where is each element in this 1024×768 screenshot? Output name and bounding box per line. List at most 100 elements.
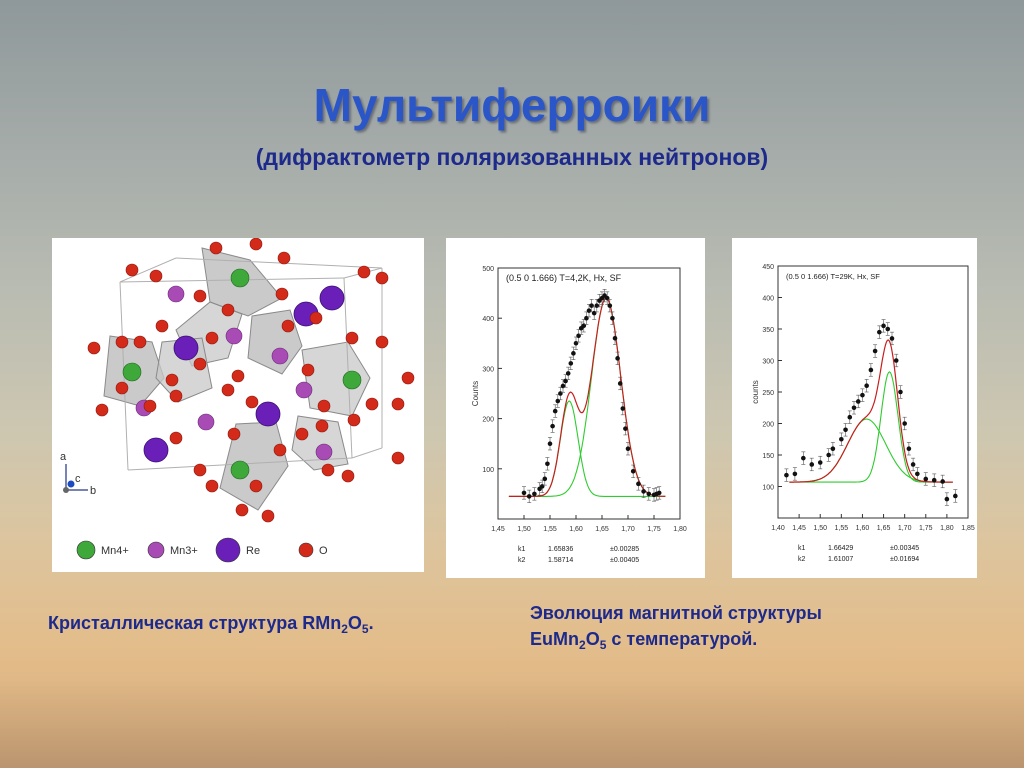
data-marker: [910, 462, 916, 467]
polyhedron: [155, 337, 213, 403]
axis-c-label: c: [75, 473, 81, 485]
data-marker: [809, 462, 815, 467]
y-tick-label: 450: [762, 264, 774, 271]
data-point: [881, 319, 886, 333]
data-marker: [817, 460, 823, 465]
data-point: [571, 346, 576, 360]
o-atom: [235, 503, 249, 517]
axis-a-label: a: [60, 451, 67, 463]
y-tick-label: 100: [762, 485, 774, 492]
data-point: [923, 472, 929, 486]
data-marker: [545, 461, 550, 467]
o-atom: [375, 335, 389, 349]
mn3-atom: [315, 443, 333, 461]
data-marker: [552, 408, 558, 414]
o-atom: [169, 431, 183, 445]
x-tick-label: 1,80: [940, 525, 954, 532]
data-marker: [868, 367, 874, 373]
data-point: [877, 325, 882, 339]
o-atom: [209, 241, 223, 255]
data-point: [931, 473, 937, 487]
o-atom: [231, 369, 245, 383]
data-point: [902, 416, 907, 431]
x-tick-label: 1,45: [491, 526, 505, 533]
data-marker: [521, 490, 527, 496]
diffraction-chart-4k: 1,45 1,50 1,55 1,60 1,65 1,70 1,75 1,80 100 200 30…: [471, 266, 687, 564]
data-point: [953, 489, 958, 503]
chart-panel-4k: 1,45 1,50 1,55 1,60 1,65 1,70 1,75 1,80 100 200 30…: [446, 238, 705, 578]
crystal-structure-panel: a c b Mn4+ Mn3+ Re O: [52, 238, 424, 572]
x-tick-label: 1,85: [961, 525, 975, 532]
x-tick-label: 1,50: [517, 526, 531, 533]
data-marker: [872, 348, 878, 354]
data-point: [847, 410, 853, 424]
background-haze: [0, 678, 1024, 768]
x-tick-label: 1,65: [877, 525, 891, 532]
o-atom: [169, 389, 183, 403]
legend-swatch: [298, 542, 314, 558]
data-point: [830, 442, 836, 456]
x-tick-label: 1,80: [673, 526, 687, 533]
data-point: [792, 467, 798, 481]
data-point: [552, 404, 558, 418]
data-marker: [885, 326, 891, 332]
re-atom: [319, 285, 345, 311]
data-marker: [940, 479, 945, 484]
legend-item: Mn4+: [76, 540, 129, 560]
y-tick-label: 500: [482, 266, 494, 273]
o-atom: [345, 331, 359, 345]
legend-item: Mn3+: [147, 541, 198, 559]
data-marker: [830, 446, 836, 451]
data-point: [615, 351, 620, 365]
re-atom: [255, 401, 281, 427]
data-marker: [563, 378, 568, 384]
data-marker: [625, 446, 631, 452]
data-point: [623, 422, 628, 436]
data-point: [565, 366, 571, 380]
data-point: [898, 385, 903, 399]
y-axis-label: Counts: [471, 381, 480, 406]
o-atom: [321, 463, 335, 477]
data-marker: [630, 469, 636, 474]
legend-swatch: [147, 541, 165, 559]
x-tick-label: 1,70: [621, 526, 635, 533]
data-point: [617, 376, 623, 391]
fit-param-error: ±0.01694: [890, 556, 919, 563]
slide-subtitle: (дифрактометр поляризованных нейтронов): [255, 144, 769, 170]
data-marker: [656, 490, 662, 496]
fit-param-name: k2: [798, 556, 806, 563]
data-point: [521, 486, 527, 500]
data-marker: [792, 471, 798, 477]
o-atom: [87, 341, 101, 355]
re-atom: [173, 335, 199, 361]
o-atom: [357, 265, 371, 279]
fit-param-value: 1.61007: [828, 556, 853, 563]
o-atom: [309, 311, 323, 325]
fit-component-curve: [789, 371, 953, 483]
mn3-atom: [225, 327, 243, 345]
o-atom: [221, 383, 235, 397]
data-marker: [573, 341, 579, 346]
o-atom: [205, 479, 219, 493]
re-atom: [143, 437, 169, 463]
data-marker: [826, 452, 831, 458]
mn3-atom: [197, 413, 215, 431]
data-point: [801, 451, 806, 465]
polyhedron: [301, 341, 371, 417]
y-tick-label: 300: [762, 359, 774, 366]
fit-param-value: 1.66429: [828, 545, 853, 552]
chart-title: (0.5 0 1.666) T=4,2K, Hx, SF: [506, 273, 622, 283]
data-marker: [893, 358, 899, 363]
o-atom: [115, 335, 129, 349]
x-tick-label: 1,50: [813, 525, 827, 532]
data-point: [584, 311, 589, 325]
data-marker: [784, 472, 789, 478]
o-atom: [365, 397, 379, 411]
o-atom: [401, 371, 415, 385]
fit-param-name: k2: [518, 557, 526, 564]
data-marker: [839, 436, 844, 442]
o-atom: [221, 303, 235, 317]
legend-swatch: [215, 537, 241, 563]
data-point: [872, 344, 878, 358]
o-atom: [165, 373, 179, 387]
